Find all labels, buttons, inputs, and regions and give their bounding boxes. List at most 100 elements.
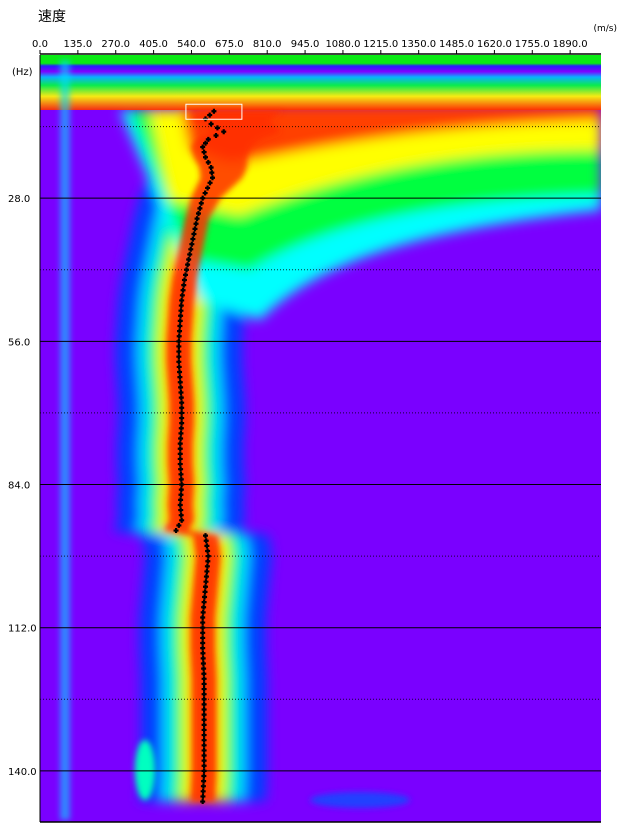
pick-marker[interactable]	[180, 287, 186, 293]
pick-marker[interactable]	[179, 415, 185, 421]
pick-marker[interactable]	[207, 112, 213, 118]
pick-marker[interactable]	[201, 768, 207, 774]
pick-marker[interactable]	[202, 140, 208, 146]
pick-marker[interactable]	[176, 354, 182, 360]
pick-marker[interactable]	[201, 707, 207, 713]
pick-marker[interactable]	[200, 195, 206, 201]
pick-marker[interactable]	[204, 568, 210, 574]
pick-marker[interactable]	[176, 343, 182, 349]
pick-marker[interactable]	[181, 277, 187, 283]
pick-marker[interactable]	[221, 129, 227, 135]
pick-marker[interactable]	[201, 722, 207, 728]
pick-marker[interactable]	[201, 701, 207, 707]
pick-marker[interactable]	[200, 650, 206, 656]
pick-marker[interactable]	[201, 681, 207, 687]
pick-marker[interactable]	[202, 589, 208, 595]
pick-marker[interactable]	[176, 338, 182, 344]
pick-marker[interactable]	[203, 538, 209, 544]
pick-marker[interactable]	[179, 297, 185, 303]
pick-marker[interactable]	[201, 753, 207, 759]
pick-marker[interactable]	[200, 625, 206, 631]
pick-marker[interactable]	[201, 778, 207, 784]
pick-marker[interactable]	[177, 446, 183, 452]
pick-marker[interactable]	[197, 205, 203, 211]
pick-marker[interactable]	[209, 170, 215, 176]
pick-marker[interactable]	[178, 492, 184, 498]
pick-marker[interactable]	[201, 758, 207, 764]
pick-marker[interactable]	[214, 125, 220, 131]
pick-marker[interactable]	[200, 788, 206, 794]
pick-marker[interactable]	[200, 799, 206, 805]
pick-marker[interactable]	[178, 425, 184, 431]
pick-marker[interactable]	[178, 497, 184, 503]
pick-marker[interactable]	[198, 200, 204, 206]
pick-marker[interactable]	[201, 717, 207, 723]
pick-marker[interactable]	[202, 584, 208, 590]
pick-marker[interactable]	[189, 241, 195, 247]
pick-marker[interactable]	[179, 400, 185, 406]
pick-marker[interactable]	[178, 507, 184, 513]
pick-marker[interactable]	[200, 144, 206, 150]
pick-marker[interactable]	[211, 108, 217, 114]
pick-marker[interactable]	[200, 660, 206, 666]
pick-marker[interactable]	[178, 476, 184, 482]
pick-marker[interactable]	[201, 696, 207, 702]
pick-marker[interactable]	[200, 620, 206, 626]
pick-marker[interactable]	[178, 487, 184, 493]
pick-marker[interactable]	[201, 712, 207, 718]
pick-marker[interactable]	[190, 236, 196, 242]
pick-marker[interactable]	[177, 318, 183, 324]
pick-marker[interactable]	[177, 379, 183, 385]
pick-marker[interactable]	[186, 257, 192, 263]
pick-marker[interactable]	[203, 579, 209, 585]
pick-marker[interactable]	[200, 645, 206, 651]
pick-marker[interactable]	[201, 671, 207, 677]
pick-marker[interactable]	[205, 558, 211, 564]
pick-marker[interactable]	[202, 533, 208, 539]
pick-marker[interactable]	[183, 272, 189, 278]
pick-marker[interactable]	[201, 691, 207, 697]
pick-marker[interactable]	[179, 517, 185, 523]
pick-marker[interactable]	[188, 246, 194, 252]
pick-marker[interactable]	[202, 154, 208, 160]
pick-marker[interactable]	[178, 436, 184, 441]
pick-marker[interactable]	[179, 405, 185, 411]
pick-marker[interactable]	[205, 553, 211, 559]
pick-marker[interactable]	[201, 727, 207, 733]
pick-marker[interactable]	[208, 164, 214, 170]
pick-marker[interactable]	[178, 303, 184, 309]
pick-marker[interactable]	[187, 251, 193, 257]
pick-marker[interactable]	[177, 451, 183, 457]
pick-marker[interactable]	[201, 599, 207, 605]
pick-marker[interactable]	[200, 609, 206, 615]
pick-marker[interactable]	[201, 676, 207, 682]
pick-marker[interactable]	[207, 180, 213, 186]
pick-marker[interactable]	[201, 604, 207, 610]
pick-marker[interactable]	[179, 292, 185, 298]
pick-marker[interactable]	[200, 783, 206, 789]
pick-marker[interactable]	[176, 364, 182, 370]
pick-marker[interactable]	[213, 133, 219, 139]
pick-marker[interactable]	[184, 267, 190, 273]
pick-marker[interactable]	[177, 456, 183, 462]
pick-marker[interactable]	[202, 190, 208, 196]
pick-marker[interactable]	[176, 359, 182, 365]
pick-marker[interactable]	[201, 149, 207, 155]
pick-marker[interactable]	[178, 395, 184, 401]
pick-marker[interactable]	[177, 328, 183, 334]
pick-marker[interactable]	[200, 630, 206, 636]
pick-marker[interactable]	[193, 221, 199, 227]
pick-marker[interactable]	[178, 389, 184, 395]
pick-marker[interactable]	[201, 732, 207, 738]
pick-marker[interactable]	[200, 640, 206, 646]
pick-marker[interactable]	[201, 686, 207, 692]
pick-marker[interactable]	[192, 226, 198, 232]
pick-marker[interactable]	[200, 793, 206, 799]
pick-marker[interactable]	[178, 308, 184, 314]
pick-marker[interactable]	[201, 747, 207, 753]
pick-marker[interactable]	[179, 410, 185, 416]
pick-marker[interactable]	[195, 211, 201, 217]
pick-marker[interactable]	[201, 763, 207, 769]
pick-marker[interactable]	[201, 666, 207, 672]
